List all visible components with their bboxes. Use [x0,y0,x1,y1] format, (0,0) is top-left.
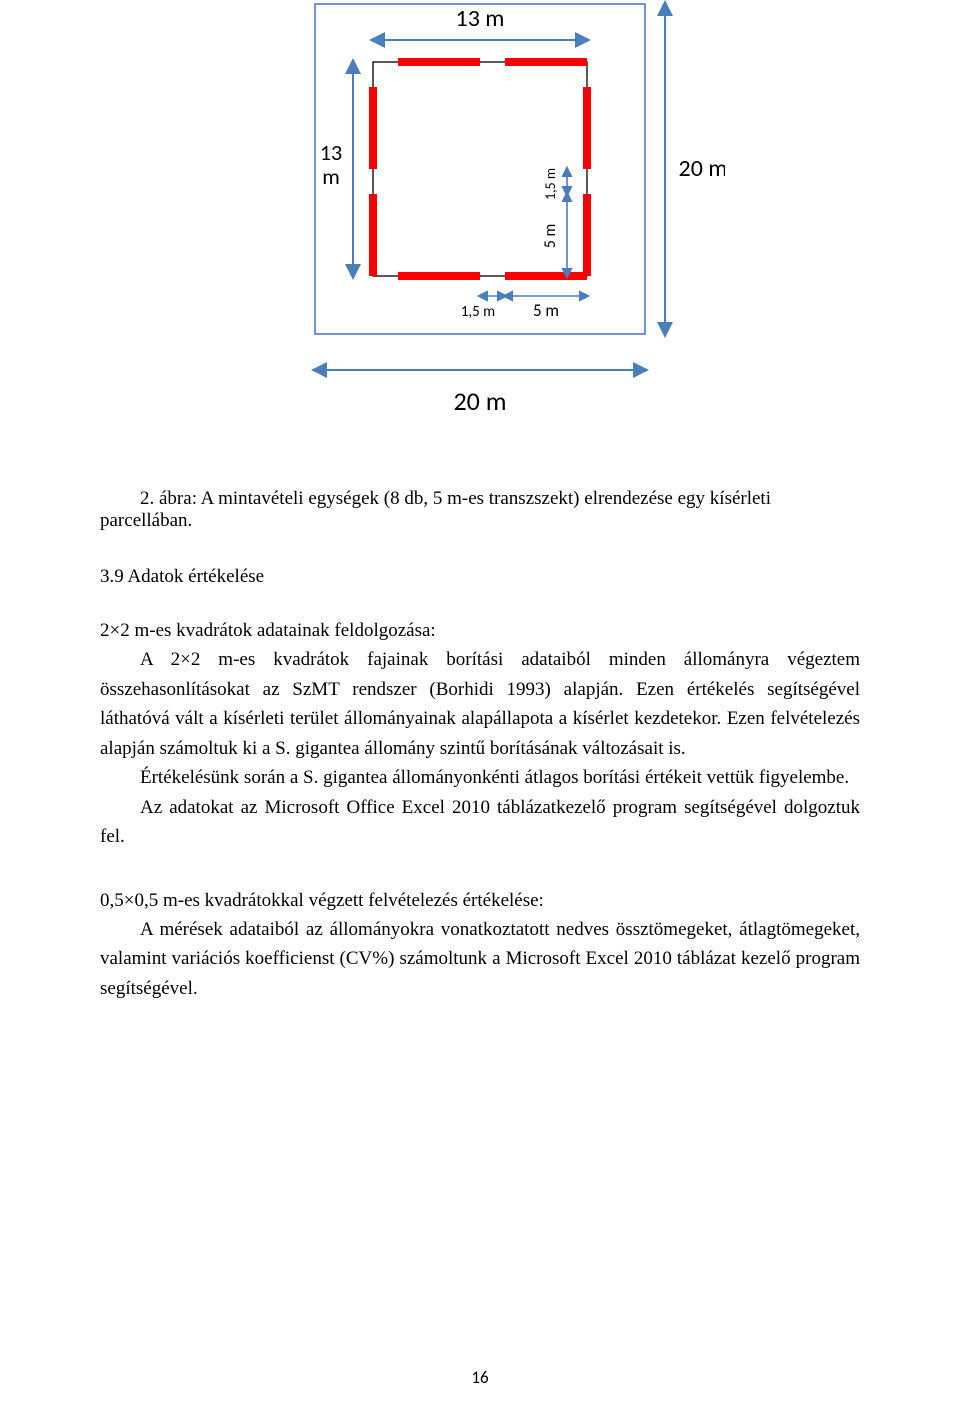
label-right-20m: 20 m [679,154,725,183]
para-3a: Értékelésünk során a S. gigantea állomán… [100,763,860,792]
para-4: A mérések adataiból az állományokra vona… [100,915,860,1003]
figure-caption: 2. ábra: A mintavételi egységek (8 db, 5… [100,488,860,532]
label-inner-5m-bottom: 5 m [533,300,559,321]
para-1: 2×2 m-es kvadrátok adatainak feldolgozás… [100,616,860,645]
section-heading: 3.9 Adatok értékelése [100,566,860,588]
label-inner-5m-right: 5 m [541,224,560,249]
label-top-13m: 13 m [456,4,505,33]
sub-heading: 0,5×0,5 m-es kvadrátokkal végzett felvét… [100,886,860,915]
figure-container: 13 m 13 m 20 m 20 m 1,5 m 5 m 1,5 m 5 m [100,0,860,460]
label-left-m: m [322,163,340,190]
page: 13 m 13 m 20 m 20 m 1,5 m 5 m 1,5 m 5 m … [0,0,960,1414]
page-number: 16 [0,1367,960,1388]
para-3b: Az adatokat az Microsoft Office Excel 20… [100,793,860,852]
label-left-13: 13 [320,139,342,166]
label-bottom-20m: 20 m [453,385,506,417]
label-inner-15m-right: 1,5 m [542,168,559,200]
para-2: A 2×2 m-es kvadrátok fajainak borítási a… [100,645,860,763]
sampling-diagram: 13 m 13 m 20 m 20 m 1,5 m 5 m 1,5 m 5 m [235,0,725,460]
label-inner-15m-bottom: 1,5 m [461,303,495,321]
